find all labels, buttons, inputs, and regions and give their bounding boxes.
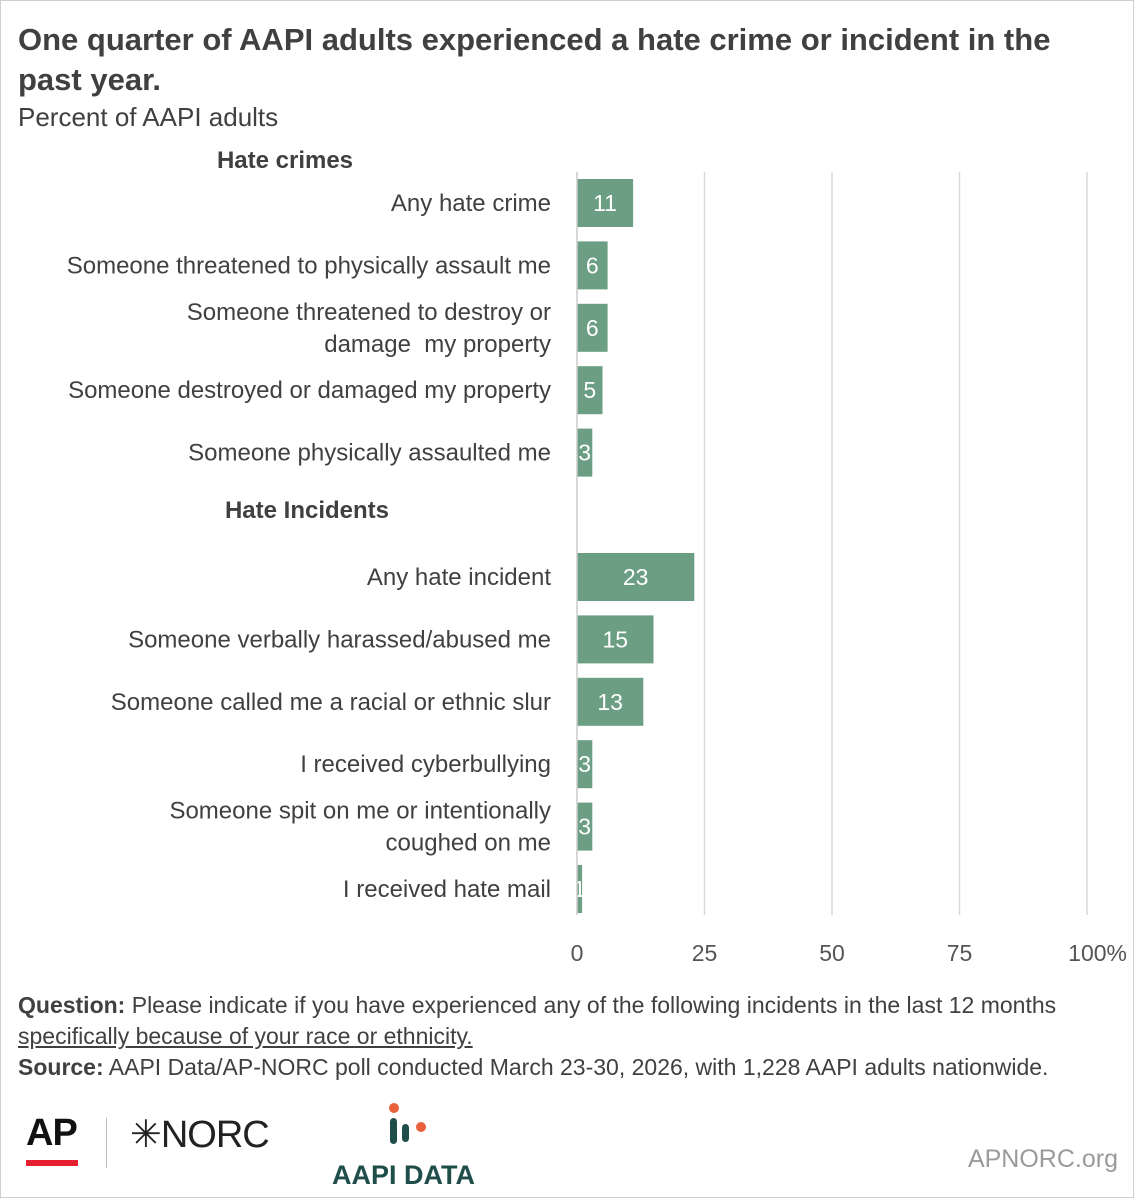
logo-divider [106, 1118, 107, 1168]
data-label: 3 [578, 814, 591, 840]
data-label: 6 [586, 252, 599, 278]
data-label: 3 [578, 751, 591, 777]
category-label: damage my property [324, 331, 551, 358]
category-label: Someone called me a racial or ethnic slu… [111, 689, 551, 716]
bar [577, 241, 608, 290]
bar [577, 553, 695, 601]
data-label: 5 [583, 377, 596, 403]
category-label: Someone spit on me or intentionally [169, 798, 551, 825]
category-label: Someone physically assaulted me [188, 440, 551, 467]
category-label: Any hate incident [367, 564, 551, 591]
data-label: 15 [602, 626, 628, 652]
data-label: 3 [578, 440, 591, 466]
category-label: I received cyberbullying [300, 751, 551, 778]
bar [577, 677, 644, 726]
x-tick-label: 75 [947, 940, 973, 966]
norc-star-icon: ✳ [130, 1114, 162, 1156]
bar [577, 303, 608, 352]
aapi-data-logo: AAPI DATA [332, 1160, 475, 1190]
source-note: Source: AAPI Data/AP-NORC poll conducted… [18, 1052, 1118, 1083]
aapi-data-mark-icon [389, 1103, 426, 1144]
data-label: 11 [593, 190, 617, 216]
bar [577, 802, 593, 851]
norc-logo-text: NORC [160, 1114, 270, 1156]
norc-logo: ✳NORC [130, 1112, 270, 1157]
bar [577, 179, 634, 227]
question-label: Question: [18, 992, 126, 1018]
x-tick-label: 50 [819, 940, 845, 966]
bar [577, 615, 654, 664]
source-text: AAPI Data/AP-NORC poll conducted March 2… [103, 1054, 1049, 1080]
data-label: 13 [597, 689, 623, 715]
question-text: Please indicate if you have experienced … [125, 992, 1057, 1018]
chart-subtitle: Percent of AAPI adults [18, 102, 279, 132]
category-label: Any hate crime [391, 190, 551, 217]
data-label: 6 [586, 315, 599, 341]
category-label: I received hate mail [343, 876, 551, 903]
ap-logo-bar [26, 1160, 78, 1166]
bar [577, 740, 593, 789]
bar-chart: Hate crimes 11 Any hate crime 6 Someone thre… [67, 147, 1127, 966]
x-tick-label: 0 [571, 940, 584, 966]
group-label: Hate crimes [217, 147, 353, 174]
data-label: 23 [623, 564, 649, 590]
bar [577, 865, 583, 913]
site-link[interactable]: APNORC.org [967, 1145, 1118, 1173]
group-label: Hate Incidents [225, 497, 389, 524]
bar [577, 428, 593, 477]
category-label: Someone verbally harassed/abused me [128, 626, 551, 653]
category-label: Someone threatened to physically assault… [67, 252, 551, 279]
chart-title: One quarter of AAPI adults experienced a… [18, 22, 1051, 97]
category-label: Someone threatened to destroy or [187, 299, 551, 326]
source-label: Source: [18, 1054, 104, 1080]
ap-logo: AP [26, 1112, 78, 1154]
x-tick-label: 25 [692, 940, 718, 966]
question-underlined: specifically because of your race or eth… [18, 1023, 473, 1049]
category-label: coughed on me [386, 830, 551, 857]
question-note: Question: Please indicate if you have ex… [18, 990, 1118, 1052]
data-label: 1 [573, 876, 586, 902]
bar [577, 366, 603, 415]
category-label: Someone destroyed or damaged my property [68, 377, 551, 404]
x-tick-label: 100% [1068, 940, 1127, 966]
